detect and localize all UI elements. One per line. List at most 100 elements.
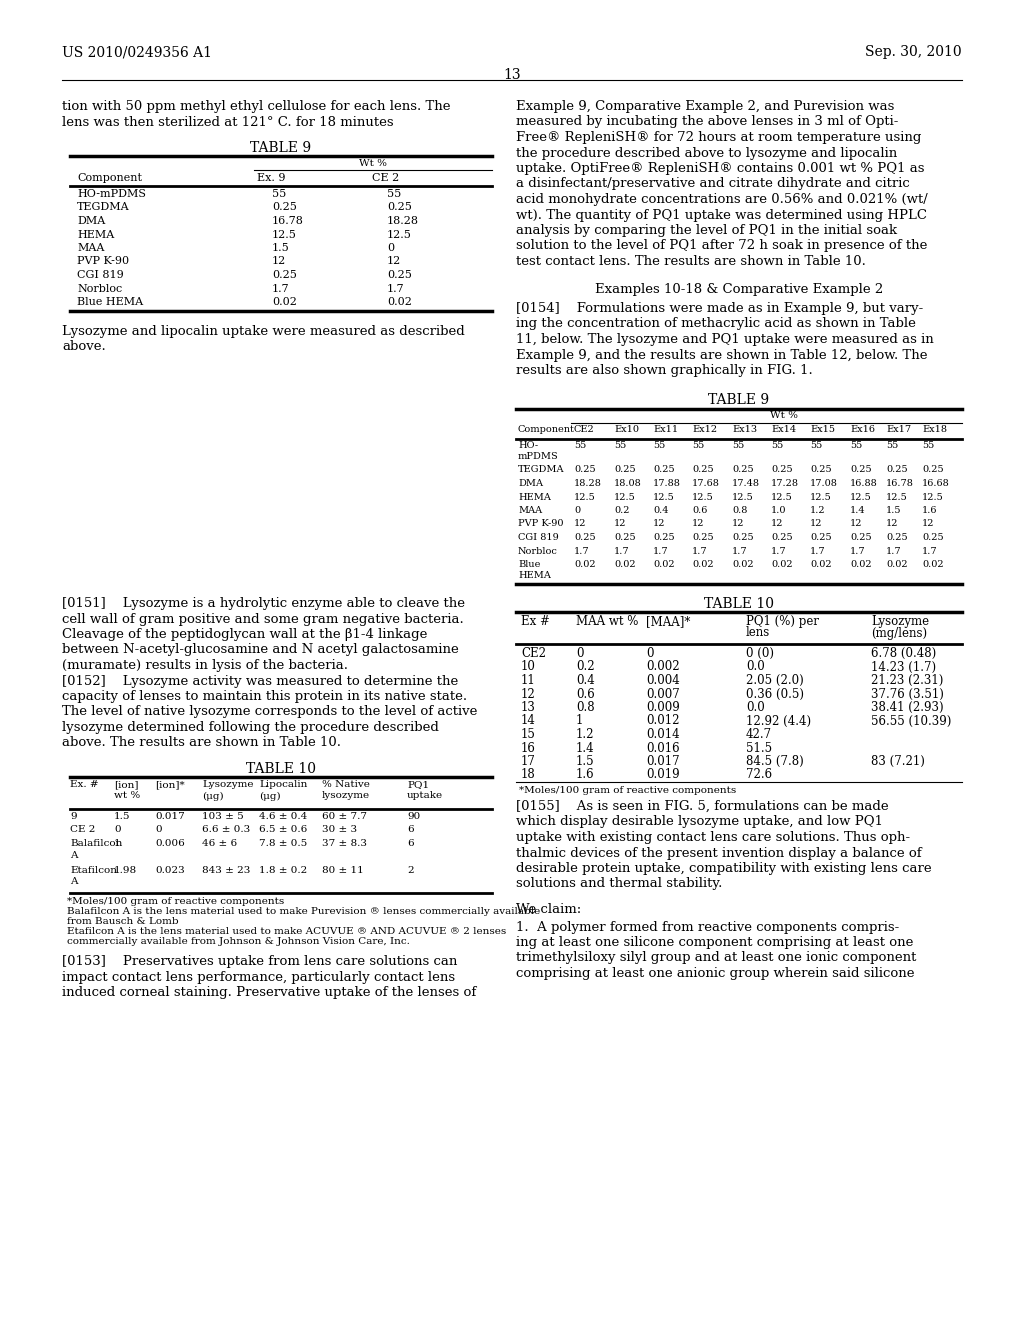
Text: 0.25: 0.25 — [692, 533, 714, 543]
Text: 56.55 (10.39): 56.55 (10.39) — [871, 714, 951, 727]
Text: CE2: CE2 — [521, 647, 546, 660]
Text: 0.0: 0.0 — [746, 701, 765, 714]
Text: DMA: DMA — [77, 216, 105, 226]
Text: cell wall of gram positive and some gram negative bacteria.: cell wall of gram positive and some gram… — [62, 612, 464, 626]
Text: 1.6: 1.6 — [922, 506, 938, 515]
Text: 0.009: 0.009 — [646, 701, 680, 714]
Text: 60 ± 7.7: 60 ± 7.7 — [322, 812, 367, 821]
Text: Wt %: Wt % — [359, 158, 387, 168]
Text: desirable protein uptake, compatibility with existing lens care: desirable protein uptake, compatibility … — [516, 862, 932, 875]
Text: A: A — [70, 850, 78, 859]
Text: 6: 6 — [407, 825, 414, 834]
Text: 30 ± 3: 30 ± 3 — [322, 825, 357, 834]
Text: 0.8: 0.8 — [575, 701, 595, 714]
Text: HO-: HO- — [518, 441, 539, 450]
Text: Sep. 30, 2010: Sep. 30, 2010 — [865, 45, 962, 59]
Text: 13: 13 — [503, 69, 521, 82]
Text: (μg): (μg) — [202, 792, 223, 801]
Text: acid monohydrate concentrations are 0.56% and 0.021% (wt/: acid monohydrate concentrations are 0.56… — [516, 193, 928, 206]
Text: wt). The quantity of PQ1 uptake was determined using HPLC: wt). The quantity of PQ1 uptake was dete… — [516, 209, 927, 222]
Text: 55: 55 — [886, 441, 898, 450]
Text: 83 (7.21): 83 (7.21) — [871, 755, 925, 768]
Text: 0 (0): 0 (0) — [746, 647, 774, 660]
Text: 0.4: 0.4 — [575, 675, 595, 686]
Text: Ex18: Ex18 — [922, 425, 947, 434]
Text: Ex12: Ex12 — [692, 425, 717, 434]
Text: Ex16: Ex16 — [850, 425, 874, 434]
Text: 16.88: 16.88 — [850, 479, 878, 488]
Text: 6.6 ± 0.3: 6.6 ± 0.3 — [202, 825, 250, 834]
Text: 0.25: 0.25 — [614, 533, 636, 543]
Text: 17.28: 17.28 — [771, 479, 799, 488]
Text: 0.25: 0.25 — [653, 466, 675, 474]
Text: results are also shown graphically in FIG. 1.: results are also shown graphically in FI… — [516, 364, 813, 378]
Text: 0.02: 0.02 — [732, 560, 754, 569]
Text: capacity of lenses to maintain this protein in its native state.: capacity of lenses to maintain this prot… — [62, 690, 467, 704]
Text: 2.05 (2.0): 2.05 (2.0) — [746, 675, 804, 686]
Text: 12.5: 12.5 — [272, 230, 297, 239]
Text: the procedure described above to lysozyme and lipocalin: the procedure described above to lysozym… — [516, 147, 897, 160]
Text: 18.28: 18.28 — [574, 479, 602, 488]
Text: 103 ± 5: 103 ± 5 — [202, 812, 244, 821]
Text: Ex17: Ex17 — [886, 425, 911, 434]
Text: 55: 55 — [922, 441, 934, 450]
Text: test contact lens. The results are shown in Table 10.: test contact lens. The results are shown… — [516, 255, 866, 268]
Text: 55: 55 — [850, 441, 862, 450]
Text: TEGDMA: TEGDMA — [77, 202, 130, 213]
Text: *Moles/100 gram of reactive components: *Moles/100 gram of reactive components — [519, 785, 736, 795]
Text: 12.92 (4.4): 12.92 (4.4) — [746, 714, 811, 727]
Text: 0.25: 0.25 — [922, 533, 944, 543]
Text: 1.2: 1.2 — [810, 506, 825, 515]
Text: 12: 12 — [574, 520, 587, 528]
Text: 0.6: 0.6 — [575, 688, 595, 701]
Text: PQ1 (%) per: PQ1 (%) per — [746, 615, 819, 628]
Text: 6: 6 — [407, 840, 414, 847]
Text: 0.0: 0.0 — [746, 660, 765, 673]
Text: 12: 12 — [771, 520, 783, 528]
Text: 16.68: 16.68 — [922, 479, 949, 488]
Text: *Moles/100 gram of reactive components: *Moles/100 gram of reactive components — [67, 898, 285, 906]
Text: 12.5: 12.5 — [653, 492, 675, 502]
Text: Etafilcon: Etafilcon — [70, 866, 117, 875]
Text: trimethylsiloxy silyl group and at least one ionic component: trimethylsiloxy silyl group and at least… — [516, 952, 916, 965]
Text: 4.6 ± 0.4: 4.6 ± 0.4 — [259, 812, 307, 821]
Text: 18.28: 18.28 — [387, 216, 419, 226]
Text: CE 2: CE 2 — [70, 825, 95, 834]
Text: [0154]    Formulations were made as in Example 9, but vary-: [0154] Formulations were made as in Exam… — [516, 302, 924, 315]
Text: 1: 1 — [114, 840, 121, 847]
Text: % Native: % Native — [322, 780, 370, 789]
Text: HEMA: HEMA — [518, 492, 551, 502]
Text: 0: 0 — [387, 243, 394, 253]
Text: Ex #: Ex # — [521, 615, 550, 628]
Text: solutions and thermal stability.: solutions and thermal stability. — [516, 878, 722, 891]
Text: 37.76 (3.51): 37.76 (3.51) — [871, 688, 944, 701]
Text: 0.023: 0.023 — [155, 866, 184, 875]
Text: 7.8 ± 0.5: 7.8 ± 0.5 — [259, 840, 307, 847]
Text: ing at least one silicone component comprising at least one: ing at least one silicone component comp… — [516, 936, 913, 949]
Text: mPDMS: mPDMS — [518, 451, 559, 461]
Text: 1.  A polymer formed from reactive components compris-: 1. A polymer formed from reactive compon… — [516, 920, 899, 933]
Text: 0.006: 0.006 — [155, 840, 184, 847]
Text: 1.98: 1.98 — [114, 866, 137, 875]
Text: Cleavage of the peptidoglycan wall at the β1-4 linkage: Cleavage of the peptidoglycan wall at th… — [62, 628, 427, 642]
Text: lens was then sterilized at 121° C. for 18 minutes: lens was then sterilized at 121° C. for … — [62, 116, 393, 128]
Text: Balafilcon: Balafilcon — [70, 840, 123, 847]
Text: analysis by comparing the level of PQ1 in the initial soak: analysis by comparing the level of PQ1 i… — [516, 224, 897, 238]
Text: (mg/lens): (mg/lens) — [871, 627, 927, 639]
Text: 0.2: 0.2 — [614, 506, 630, 515]
Text: 51.5: 51.5 — [746, 742, 772, 755]
Text: TEGDMA: TEGDMA — [518, 466, 564, 474]
Text: Lysozyme and lipocalin uptake were measured as described: Lysozyme and lipocalin uptake were measu… — [62, 325, 465, 338]
Text: 0.02: 0.02 — [692, 560, 714, 569]
Text: which display desirable lysozyme uptake, and low PQ1: which display desirable lysozyme uptake,… — [516, 816, 883, 829]
Text: 6.5 ± 0.6: 6.5 ± 0.6 — [259, 825, 307, 834]
Text: 0.25: 0.25 — [850, 533, 871, 543]
Text: TABLE 10: TABLE 10 — [246, 762, 316, 776]
Text: 0.02: 0.02 — [922, 560, 944, 569]
Text: Ex. 9: Ex. 9 — [257, 173, 286, 183]
Text: Ex15: Ex15 — [810, 425, 835, 434]
Text: 1.7: 1.7 — [574, 546, 590, 556]
Text: 10: 10 — [521, 660, 536, 673]
Text: TABLE 9: TABLE 9 — [709, 393, 770, 408]
Text: 0.25: 0.25 — [614, 466, 636, 474]
